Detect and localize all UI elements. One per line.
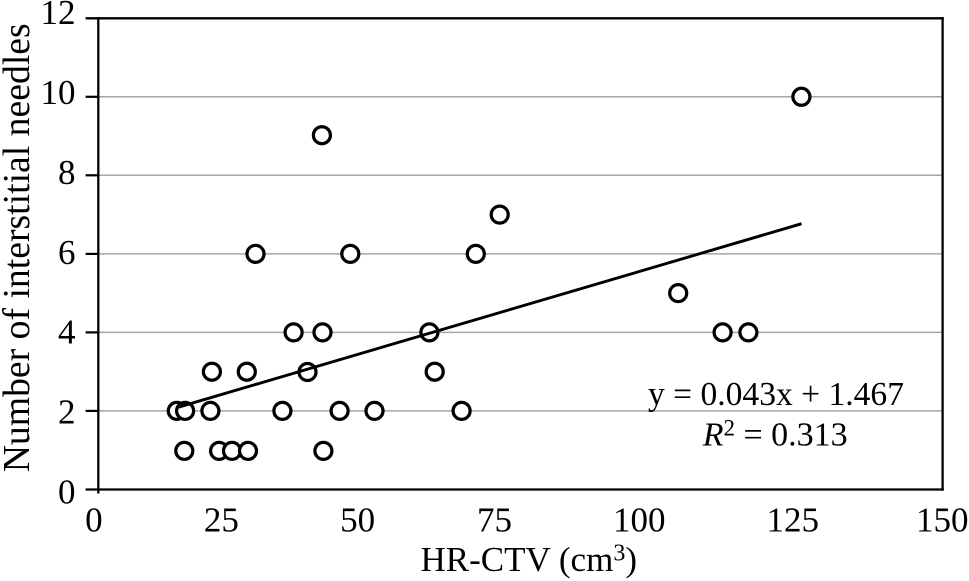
svg-text:R2 = 0.313: R2 = 0.313 bbox=[702, 415, 848, 453]
svg-text:Number of interstitial needles: Number of interstitial needles bbox=[0, 23, 38, 472]
svg-text:4: 4 bbox=[58, 313, 76, 352]
svg-text:y = 0.043x + 1.467: y = 0.043x + 1.467 bbox=[648, 376, 904, 413]
svg-text:10: 10 bbox=[41, 73, 76, 112]
svg-text:150: 150 bbox=[916, 501, 969, 540]
svg-text:25: 25 bbox=[204, 501, 239, 540]
svg-text:50: 50 bbox=[340, 501, 375, 540]
svg-text:2: 2 bbox=[58, 393, 76, 432]
svg-text:6: 6 bbox=[58, 233, 76, 272]
svg-text:HR-CTV (cm3): HR-CTV (cm3) bbox=[421, 540, 637, 579]
svg-text:125: 125 bbox=[767, 501, 820, 540]
svg-text:0: 0 bbox=[85, 501, 103, 540]
svg-text:100: 100 bbox=[613, 501, 666, 540]
svg-text:8: 8 bbox=[58, 153, 76, 192]
svg-text:0: 0 bbox=[58, 472, 76, 511]
svg-text:75: 75 bbox=[477, 501, 512, 540]
svg-text:12: 12 bbox=[41, 0, 76, 32]
